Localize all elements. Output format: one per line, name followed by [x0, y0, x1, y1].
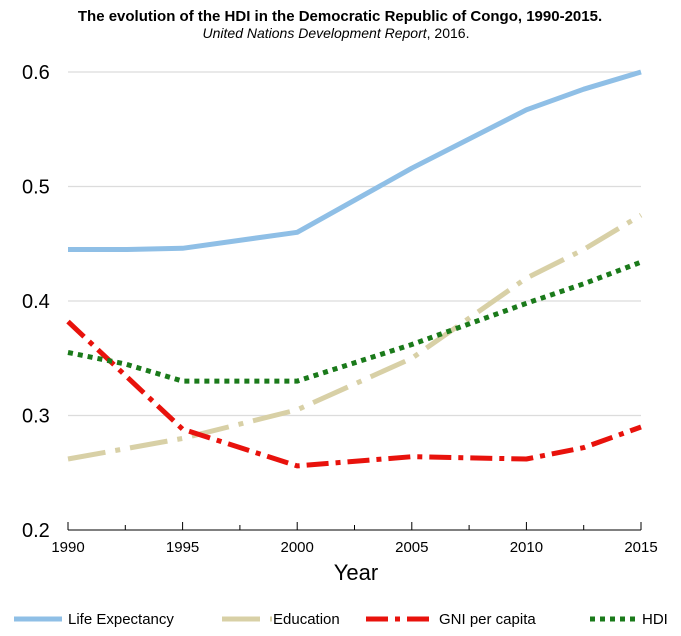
x-tick-label: 2010 [510, 539, 543, 556]
series-line [67, 212, 643, 462]
series-line [67, 259, 642, 384]
legend-label: GNI per capita [439, 611, 536, 628]
x-tick-label: 2015 [624, 539, 657, 556]
y-tick-label: 0.5 [22, 177, 50, 199]
series-line [68, 69, 642, 252]
x-tick-label: 2000 [281, 539, 314, 556]
legend-label: Education [273, 611, 340, 628]
y-tick-label: 0.3 [22, 406, 50, 428]
series-line [66, 319, 642, 469]
x-tick-label: 1995 [166, 539, 199, 556]
series-lines [66, 69, 643, 469]
x-axis-ticks: 1990 1995 2000 2005 2010 2015 [51, 522, 658, 556]
y-tick-label: 0.6 [22, 62, 50, 84]
x-axis-label: Year [334, 560, 378, 585]
gridlines [68, 71, 641, 417]
y-tick-label: 0.2 [22, 520, 50, 542]
legend-label: Life Expectancy [68, 611, 174, 628]
x-tick-label: 2005 [395, 539, 428, 556]
legend: Life Expectancy Education GNI per capita HD… [14, 611, 668, 628]
chart-subtitle-source: United Nations Development Report [203, 25, 428, 41]
legend-label: HDI [642, 611, 668, 628]
x-tick-label: 1990 [51, 539, 84, 556]
y-tick-label: 0.4 [22, 291, 50, 313]
chart-subtitle: United Nations Development Report, 2016. [203, 25, 470, 41]
y-axis-ticks: 0.2 0.3 0.4 0.5 0.6 [22, 62, 50, 542]
chart-title: The evolution of the HDI in the Democrat… [78, 8, 602, 25]
chart-subtitle-year: , 2016. [427, 25, 470, 41]
